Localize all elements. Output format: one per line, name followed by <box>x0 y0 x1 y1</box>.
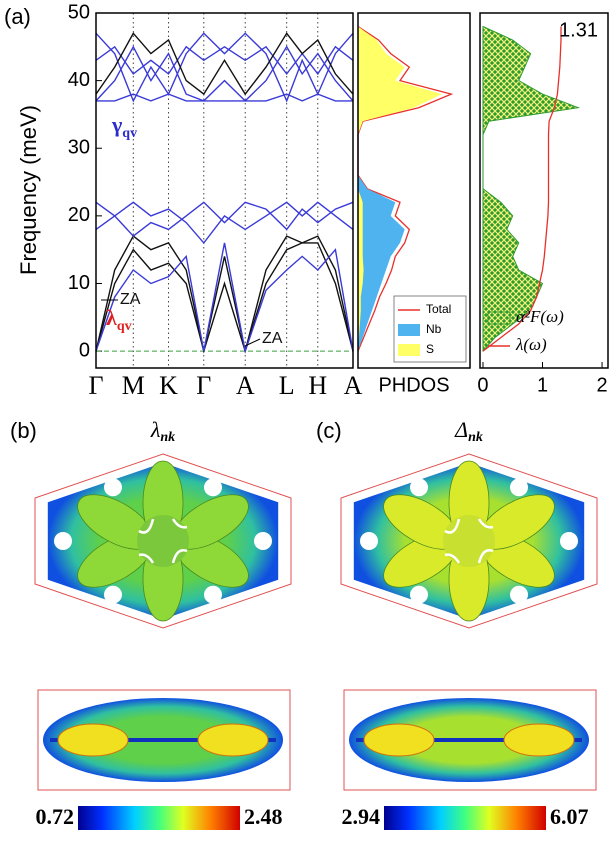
x-tick-label: L <box>279 371 295 400</box>
brillouin-zone <box>340 453 598 629</box>
fermi-hole <box>410 585 428 604</box>
fermi-hole <box>410 478 428 497</box>
y-tick-label: 20 <box>68 204 90 226</box>
fermi-hole <box>510 585 528 604</box>
plot-frame <box>95 12 354 369</box>
x-tick-label: K <box>159 371 178 400</box>
band-line <box>95 45 354 76</box>
colorbar-min-label: 2.94 <box>342 804 381 829</box>
x-tick-label: M <box>122 371 145 400</box>
area <box>358 26 405 352</box>
plot-frame <box>479 12 609 369</box>
fermi-center-lines <box>138 518 188 564</box>
annotation-arrow <box>244 338 261 347</box>
fermi-hole <box>104 478 122 497</box>
legend-label: λ(ω) <box>515 335 547 354</box>
colorbar <box>78 806 240 830</box>
fermi-hole <box>54 532 72 550</box>
fermi-hole <box>360 532 378 550</box>
annotation-subscript: qv <box>122 126 137 141</box>
panel-label: (a) <box>4 4 31 29</box>
x-tick-label: 1 <box>537 374 548 396</box>
annotation: ZA <box>262 330 283 347</box>
band-line <box>96 93 353 102</box>
x-tick-label: A <box>344 371 363 400</box>
fermi-hole <box>204 478 222 497</box>
panel-title-symbol: Δ <box>454 417 468 442</box>
panel-label: (b) <box>10 418 37 443</box>
legend-label: S <box>426 342 434 356</box>
annotation: ZA <box>120 291 141 308</box>
colorbar-min-label: 0.72 <box>36 804 75 829</box>
side-zone <box>343 689 597 791</box>
area <box>482 25 581 352</box>
panel-title-subscript: nk <box>468 430 483 445</box>
annotation-symbol: λ <box>106 305 117 330</box>
fermi-hole <box>254 532 272 550</box>
panel-title-symbol: λ <box>150 417 161 442</box>
y-tick-label: 0 <box>79 339 90 361</box>
band-line <box>95 201 354 238</box>
curve <box>482 26 562 352</box>
fermi-center <box>137 515 189 567</box>
panel-title: λnk <box>150 417 175 445</box>
band-line <box>95 32 354 96</box>
fermi-hole <box>104 585 122 604</box>
colorbar-max-label: 2.48 <box>244 804 283 829</box>
side-spindle <box>503 723 575 757</box>
annotation: 1.31 <box>559 19 598 41</box>
band-line <box>95 242 354 354</box>
x-tick-label: Γ <box>88 371 103 400</box>
side-spindle <box>363 723 435 757</box>
band-line <box>95 45 354 102</box>
x-tick-label: A <box>236 371 255 400</box>
y-tick-label: 50 <box>68 1 90 23</box>
x-tick-label: 0 <box>477 374 488 396</box>
side-zone <box>37 689 291 791</box>
y-tick-label: 10 <box>68 272 90 294</box>
fermi-hole <box>560 532 578 550</box>
panel-label: (c) <box>316 418 342 443</box>
fermi-center <box>443 515 495 567</box>
fermi-center-lines <box>444 518 494 564</box>
legend-swatch <box>398 344 420 356</box>
fermi-hole <box>510 478 528 497</box>
legend-label: Nb <box>426 322 442 336</box>
side-spindle <box>197 723 269 757</box>
band-line <box>95 242 354 354</box>
x-tick-label: H <box>308 371 327 400</box>
panel-title-subscript: nk <box>160 430 175 445</box>
panel-title: Δnk <box>454 417 483 445</box>
colorbar-max-label: 6.07 <box>550 804 589 829</box>
plot-frame <box>357 12 471 369</box>
y-axis-label: Frequency (meV) <box>16 105 41 275</box>
fermi-hole <box>204 585 222 604</box>
brillouin-zone <box>34 453 292 629</box>
band-line <box>95 201 354 245</box>
band-line <box>95 235 354 352</box>
colorbar <box>384 806 546 830</box>
x-tick-label: Γ <box>196 371 211 400</box>
legend-label: Total <box>426 302 451 316</box>
annotation-symbol: γ <box>111 112 122 137</box>
band-line <box>95 32 354 103</box>
annotation: γqv <box>111 112 137 141</box>
legend-swatch <box>487 311 511 325</box>
x-axis-label: PHDOS <box>378 374 449 396</box>
legend-swatch <box>398 324 420 336</box>
y-tick-label: 40 <box>68 69 90 91</box>
annotation-subscript: qv <box>117 319 132 334</box>
annotation: λqv <box>106 305 132 334</box>
area <box>358 26 442 352</box>
legend-label: α²F(ω) <box>516 307 564 326</box>
x-tick-label: 2 <box>596 374 607 396</box>
side-spindle <box>57 723 129 757</box>
y-tick-label: 30 <box>68 137 90 159</box>
